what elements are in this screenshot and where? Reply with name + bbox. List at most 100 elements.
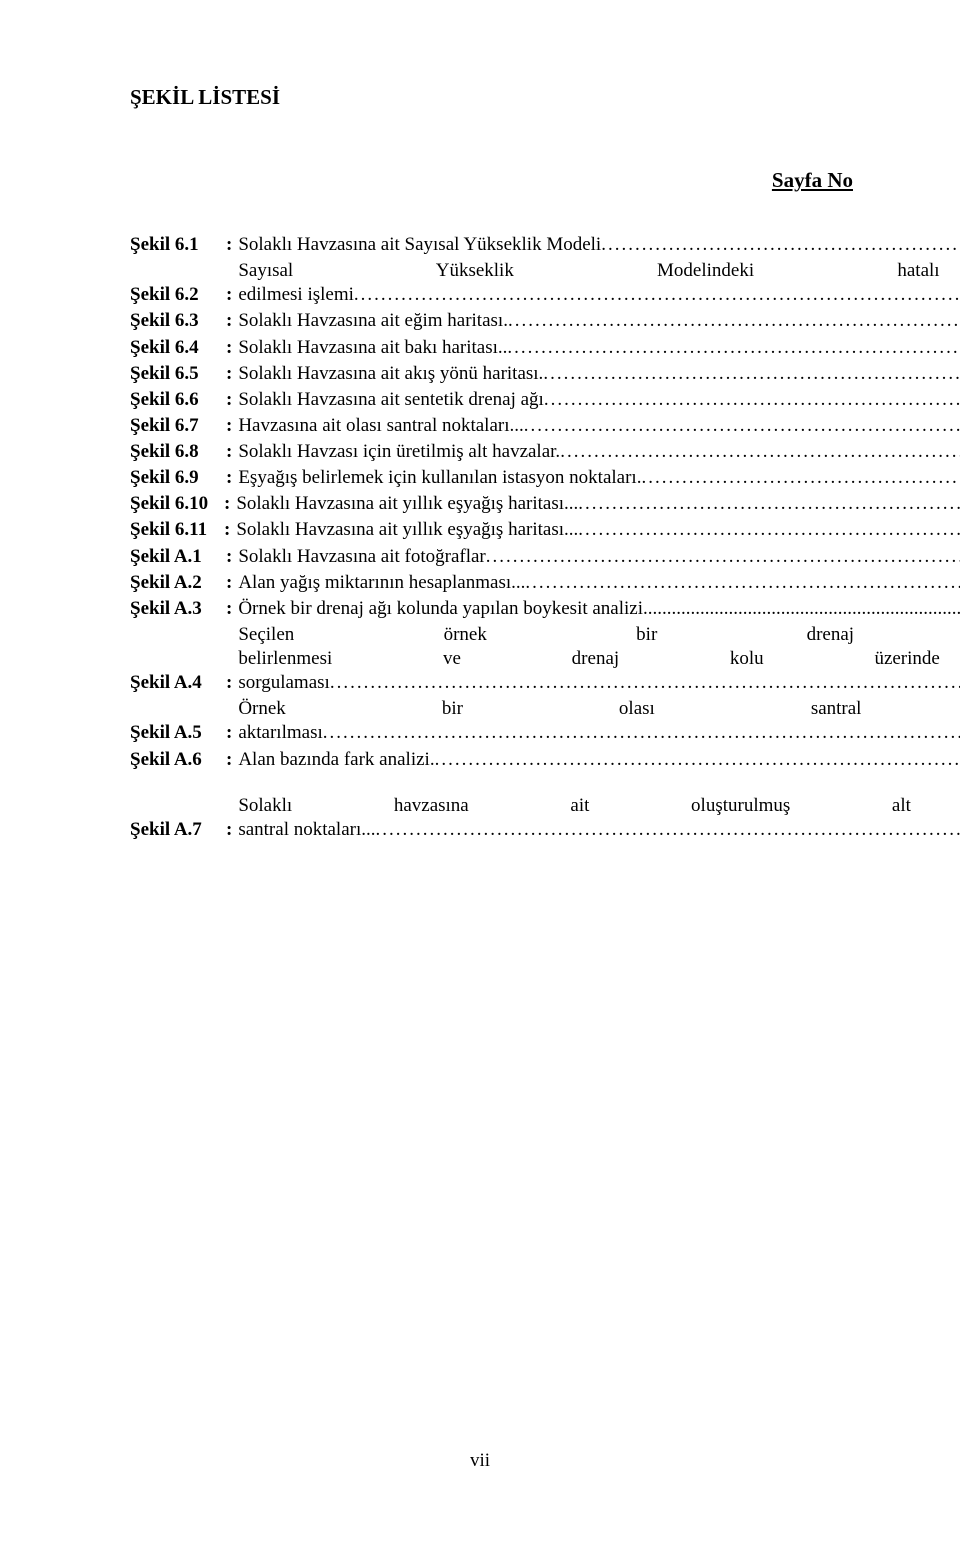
leader-dots: ........................................… xyxy=(601,233,960,257)
figure-label: Şekil 6.2 xyxy=(130,283,224,307)
figure-entry: Şekil 6.2:Sayısal Yükseklik Modelindeki … xyxy=(130,259,855,307)
figure-label: Şekil A.6 xyxy=(130,748,224,772)
colon: : xyxy=(224,492,236,516)
figure-desc: Havzasına ait olası santral noktaları...… xyxy=(238,414,960,438)
figure-label: Şekil 6.10 xyxy=(130,492,224,516)
figure-entry: Şekil 6.7:Havzasına ait olası santral no… xyxy=(130,414,855,438)
leader-dots: ........................................… xyxy=(508,309,960,333)
colon: : xyxy=(224,571,238,595)
colon: : xyxy=(224,414,238,438)
figure-entry: Şekil 6.9:Eşyağış belirlemek için kullan… xyxy=(130,466,855,490)
spacer xyxy=(130,774,855,794)
leader-dots: ........................................… xyxy=(641,466,960,490)
leader-dots: ........................................… xyxy=(672,597,960,621)
page-no-heading: Sayfa No xyxy=(130,168,855,193)
page-footer: vii xyxy=(0,1450,960,1472)
figure-list: Şekil 6.1: Solaklı Havzasına ait Sayısal … xyxy=(130,233,855,842)
leader-dots: ........................................… xyxy=(323,721,960,745)
figure-entry: Şekil A.6:Alan bazında fark analizi.....… xyxy=(130,748,855,772)
figure-desc: Alan bazında fark analizi...............… xyxy=(238,748,960,772)
figure-desc-line: sorgulaması xyxy=(238,671,329,695)
figure-desc-line: Solaklı Havzasına ait Sayısal Yükseklik … xyxy=(238,233,601,257)
figure-label: Şekil 6.8 xyxy=(130,440,224,464)
colon: : xyxy=(224,597,238,621)
leader-dots: ........................................… xyxy=(507,336,960,360)
figure-desc: Solaklı Havzasına ait bakı haritası.....… xyxy=(238,336,960,360)
leader-dots: ........................................… xyxy=(578,492,960,516)
leader-dots: ........................................… xyxy=(435,748,960,772)
figure-label: Şekil A.2 xyxy=(130,571,224,595)
leader-dots: ........................................… xyxy=(354,283,960,307)
colon: : xyxy=(224,466,238,490)
figure-desc-line: Solaklı Havzasına ait yıllık eşyağış har… xyxy=(236,492,578,516)
colon: : xyxy=(224,440,238,464)
figure-desc-line: edilmesi işlemi xyxy=(238,283,354,307)
leader-dots: ........................................… xyxy=(544,388,960,412)
colon: : xyxy=(224,748,238,772)
figure-desc: Eşyağış belirlemek için kullanılan istas… xyxy=(238,466,960,490)
figure-label: Şekil A.5 xyxy=(130,721,224,745)
figure-desc-line: Solaklı Havzasına ait fotoğraflar xyxy=(238,545,485,569)
figure-entry: Şekil 6.1:Solaklı Havzasına ait Sayısal … xyxy=(130,233,855,257)
figure-desc: Solaklı Havzasına ait eğim haritası.....… xyxy=(238,309,960,333)
figure-desc: Seçilen örnek bir drenaj ağına ait istat… xyxy=(238,623,960,695)
leader-dots: ........................................… xyxy=(524,414,960,438)
figure-desc: Sayısal Yükseklik Modelindeki hatalı çök… xyxy=(238,259,960,307)
colon: : xyxy=(224,671,238,695)
colon: : xyxy=(224,721,238,745)
figure-entry: Şekil 6.3:Solaklı Havzasına ait eğim har… xyxy=(130,309,855,333)
leader-dots: ........................................… xyxy=(376,818,960,842)
figure-desc: Solaklı Havzasına ait yıllık eşyağış har… xyxy=(236,518,960,542)
figure-desc-line: Seçilen örnek bir drenaj ağına ait istat… xyxy=(238,623,960,647)
figure-desc-line: Alan bazında fark analizi. xyxy=(238,748,434,772)
figure-entry: Şekil 6.11:Solaklı Havzasına ait yıllık … xyxy=(130,518,855,542)
leader-dots: ........................................… xyxy=(486,545,960,569)
figure-label: Şekil 6.9 xyxy=(130,466,224,490)
figure-entry: Şekil A.4:Seçilen örnek bir drenaj ağına… xyxy=(130,623,855,695)
figure-label: Şekil 6.11 xyxy=(130,518,224,542)
figure-desc-line: Solaklı Havzasına ait sentetik drenaj ağ… xyxy=(238,388,543,412)
figure-desc-line: Örnek bir olası santral noktasına alt ha… xyxy=(238,697,960,721)
figure-label: Şekil A.7 xyxy=(130,818,224,842)
figure-label: Şekil 6.1 xyxy=(130,233,224,257)
figure-label: Şekil A.1 xyxy=(130,545,224,569)
list-title: ŞEKİL LİSTESİ xyxy=(130,85,855,110)
figure-desc: Solaklı Havzasına ait fotoğraflar.......… xyxy=(238,545,960,569)
figure-desc-line: aktarılması xyxy=(238,721,322,745)
figure-desc: Solaklı Havzası için üretilmiş alt havza… xyxy=(238,440,960,464)
figure-entry: Şekil A.1:Solaklı Havzasına ait fotoğraf… xyxy=(130,545,855,569)
figure-label: Şekil 6.3 xyxy=(130,309,224,333)
figure-desc-line: Sayısal Yükseklik Modelindeki hatalı çök… xyxy=(238,259,960,283)
colon: : xyxy=(224,336,238,360)
colon: : xyxy=(224,309,238,333)
colon: : xyxy=(224,518,236,542)
figure-entry: Şekil 6.8:Solaklı Havzası için üretilmiş… xyxy=(130,440,855,464)
figure-desc-line: Solaklı Havzasına ait yıllık eşyağış har… xyxy=(236,518,578,542)
figure-desc-line: belirlenmesi ve drenaj kolu üzerinde 200… xyxy=(238,647,960,671)
figure-label: Şekil 6.7 xyxy=(130,414,224,438)
colon: : xyxy=(224,283,238,307)
figure-desc: Solaklı Havzasına ait sentetik drenaj ağ… xyxy=(238,388,960,412)
figure-desc: Örnek bir drenaj ağı kolunda yapılan boy… xyxy=(238,597,960,621)
figure-desc: Solaklı Havzasına ait akış yönü haritası… xyxy=(238,362,960,386)
figure-desc-line: Solaklı Havzasına ait eğim haritası. xyxy=(238,309,508,333)
colon: : xyxy=(224,545,238,569)
figure-desc-line: Alan yağış miktarının hesaplanması... xyxy=(238,571,525,595)
figure-desc: Alan yağış miktarının hesaplanması......… xyxy=(238,571,960,595)
figure-entry: Şekil 6.4:Solaklı Havzasına ait bakı har… xyxy=(130,336,855,360)
figure-desc: Solaklı havzasına ait oluşturulmuş alt h… xyxy=(238,794,960,842)
figure-desc-line: Solaklı Havzasına ait akış yönü haritası… xyxy=(238,362,543,386)
colon: : xyxy=(224,362,238,386)
figure-entry: Şekil A.2:Alan yağış miktarının hesaplan… xyxy=(130,571,855,595)
figure-desc-line: Havzasına ait olası santral noktaları... xyxy=(238,414,523,438)
figure-desc: Solaklı Havzasına ait yıllık eşyağış har… xyxy=(236,492,960,516)
figure-entry: Şekil A.5:Örnek bir olası santral noktas… xyxy=(130,697,855,745)
figure-desc: Örnek bir olası santral noktasına alt ha… xyxy=(238,697,960,745)
leader-dots: ........................................… xyxy=(330,671,960,695)
figure-label: Şekil 6.5 xyxy=(130,362,224,386)
figure-label: Şekil 6.6 xyxy=(130,388,224,412)
figure-desc-line: Solaklı Havzasına ait bakı haritası.. xyxy=(238,336,507,360)
figure-entry: Şekil A.7:Solaklı havzasına ait oluşturu… xyxy=(130,794,855,842)
leader-dots: ........................................… xyxy=(543,362,960,386)
leader-dots: ........................................… xyxy=(525,571,960,595)
